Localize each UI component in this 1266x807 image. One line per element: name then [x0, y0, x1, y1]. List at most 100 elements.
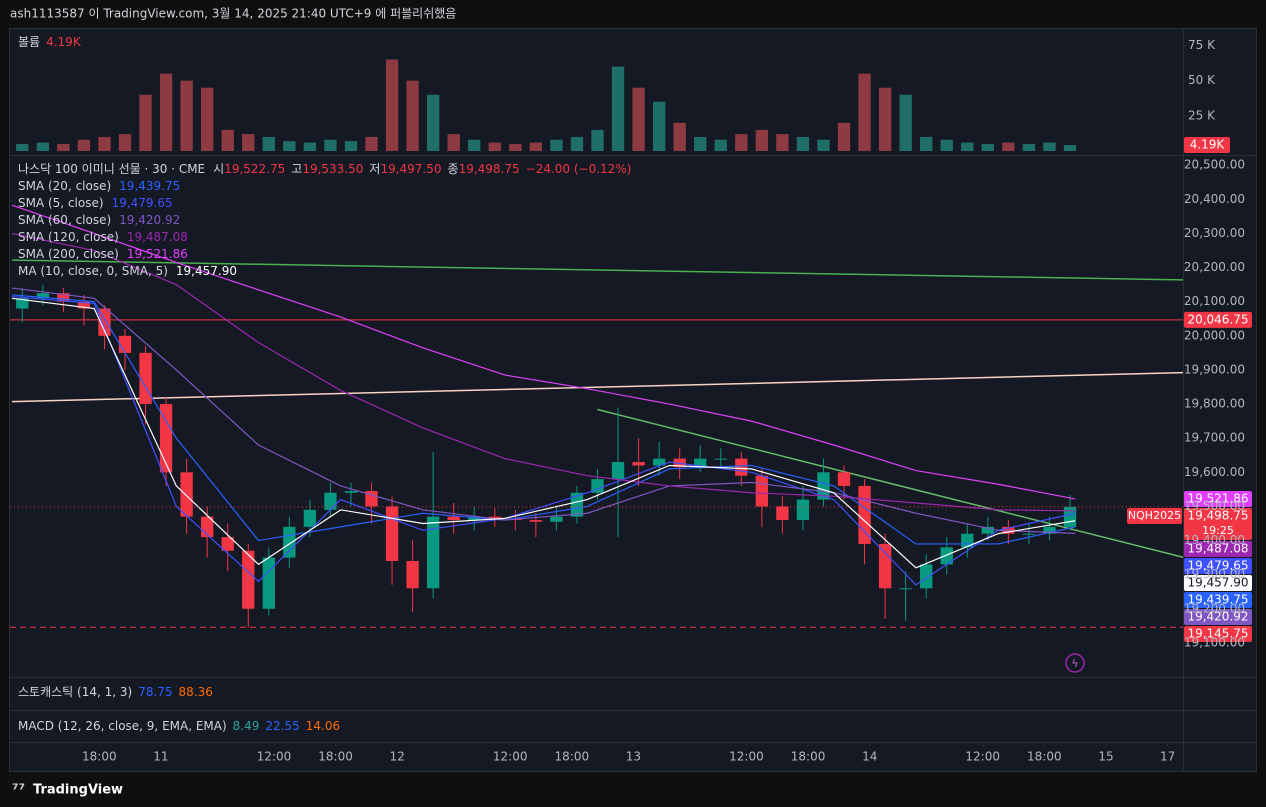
candle-body: [242, 550, 255, 609]
pane-indicator-name: 스토캐스틱 (14, 1, 3): [18, 685, 132, 699]
header-text: ash1113587 이 TradingView.com, 3월 14, 202…: [10, 7, 456, 21]
candle-body: [324, 492, 337, 510]
volume-bar: [365, 136, 378, 151]
candle-body: [118, 335, 132, 353]
price-badge: [1184, 540, 1252, 557]
y-tick-label: 20,000.00: [1184, 328, 1245, 342]
volume-bar: [591, 129, 604, 151]
price-badge-label: 19,521.86: [1187, 491, 1248, 505]
candle-body: [98, 308, 111, 336]
x-tick-label: 14: [862, 750, 877, 764]
candle-body: [283, 526, 296, 558]
volume-bar: [242, 134, 255, 151]
legend-row: SMA (120, close) 19,487.08: [18, 230, 188, 244]
indicator-value: 19,487.08: [127, 230, 188, 244]
candle-body: [940, 547, 953, 565]
y-tick-label: 19,300.00: [1184, 567, 1245, 581]
candle-body: [1022, 533, 1036, 535]
y-tick-label: 19,400.00: [1184, 533, 1245, 547]
volume-bar: [652, 101, 666, 151]
candle-body: [776, 506, 789, 521]
legend-row: SMA (200, close) 19,521.86: [18, 247, 188, 261]
moving-average: [11, 297, 1076, 569]
volume-bar: [118, 134, 132, 151]
y-tick-label: 20,500.00: [1184, 158, 1245, 172]
volume-bar: [735, 134, 748, 151]
candle-body: [139, 352, 152, 405]
volume-bar: [303, 142, 317, 151]
ohlc-value: 19,498.75: [459, 162, 520, 176]
candle-body: [550, 516, 563, 522]
candle-body: [981, 526, 994, 534]
legend-row: SMA (20, close) 19,439.75: [18, 179, 180, 193]
legend-row: MACD (12, 26, close, 9, EMA, EMA) 8.49 22.…: [18, 719, 340, 733]
price-badge-label: 19,479.65: [1187, 558, 1248, 572]
price-badge: [1184, 311, 1252, 328]
indicator-value: 19,420.92: [119, 213, 180, 227]
price-badge-label: 19,457.90: [1187, 575, 1248, 589]
ohlc-value: 19,522.75: [224, 162, 285, 176]
y-tick-label: 19,500.00: [1184, 499, 1245, 513]
symbol-title: 나스닥 100 이미니 선물 · 30 · CME: [18, 162, 205, 176]
volume-bar: [139, 94, 152, 151]
volume-bar: [755, 129, 769, 151]
volume-bar: [1022, 143, 1036, 151]
legend-row: SMA (60, close) 19,420.92: [18, 213, 180, 227]
indicator-name: SMA (5, close): [18, 196, 104, 210]
volume-bar: [77, 139, 91, 151]
indicator-name: SMA (60, close): [18, 213, 111, 227]
y-tick-label: 20,400.00: [1184, 192, 1245, 206]
y-tick-label: 19,600.00: [1184, 465, 1245, 479]
x-tick-label: 15: [1098, 750, 1113, 764]
candle-body: [611, 462, 625, 480]
footer-brand: TradingView: [33, 783, 123, 798]
ohlc-name: 종: [448, 162, 459, 176]
indicator-name: SMA (20, close): [18, 179, 111, 193]
price-badge: [1184, 625, 1252, 642]
price-badge: [1184, 591, 1252, 608]
candle-body: [406, 561, 419, 589]
alert-icon-bolt: ϟ: [1071, 657, 1078, 670]
candle-body: [899, 588, 912, 590]
volume-bar: [221, 129, 234, 151]
candle-body: [77, 301, 91, 309]
legend-row: 볼륨 4.19K: [18, 35, 82, 49]
candle-body: [920, 564, 933, 589]
x-tick-label: 18:00: [555, 750, 590, 764]
x-tick-label: 17: [1160, 750, 1175, 764]
volume-bar: [324, 139, 337, 151]
candle-body: [447, 516, 460, 521]
volume-bar: [509, 143, 522, 151]
candle-body: [714, 458, 727, 460]
trend-line: [597, 408, 1184, 558]
candle-body: [221, 537, 234, 551]
x-tick-label: 18:00: [82, 750, 117, 764]
volume-bar: [447, 134, 460, 151]
price-badge: [1184, 557, 1252, 574]
volume-bar: [1043, 142, 1056, 151]
alert-icon[interactable]: [1065, 653, 1085, 673]
candle-body: [858, 485, 871, 544]
candle-body: [1063, 506, 1077, 527]
price-badge-label: 20,046.75: [1187, 312, 1248, 326]
x-tick-label: 12: [390, 750, 405, 764]
candle-body: [632, 462, 645, 466]
volume-bar: [632, 87, 645, 151]
volume-bar: [714, 139, 727, 151]
moving-average: [11, 294, 1076, 545]
ohlc-name: 시: [213, 162, 224, 176]
volume-bar: [570, 136, 584, 151]
candle-body: [735, 458, 748, 476]
indicator-value: 19,457.90: [176, 264, 237, 278]
candle-body: [817, 472, 830, 500]
legend-row: SMA (5, close) 19,479.65: [18, 196, 173, 210]
volume-bar: [817, 139, 830, 151]
indicator-name: MA (10, close, 0, SMA, 5): [18, 264, 168, 278]
price-badge-label: 19,498.75: [1187, 508, 1248, 522]
moving-average: [11, 295, 1076, 586]
volume-badge: [1184, 137, 1230, 153]
candle-body: [468, 516, 481, 521]
x-tick-label: 12:00: [729, 750, 764, 764]
